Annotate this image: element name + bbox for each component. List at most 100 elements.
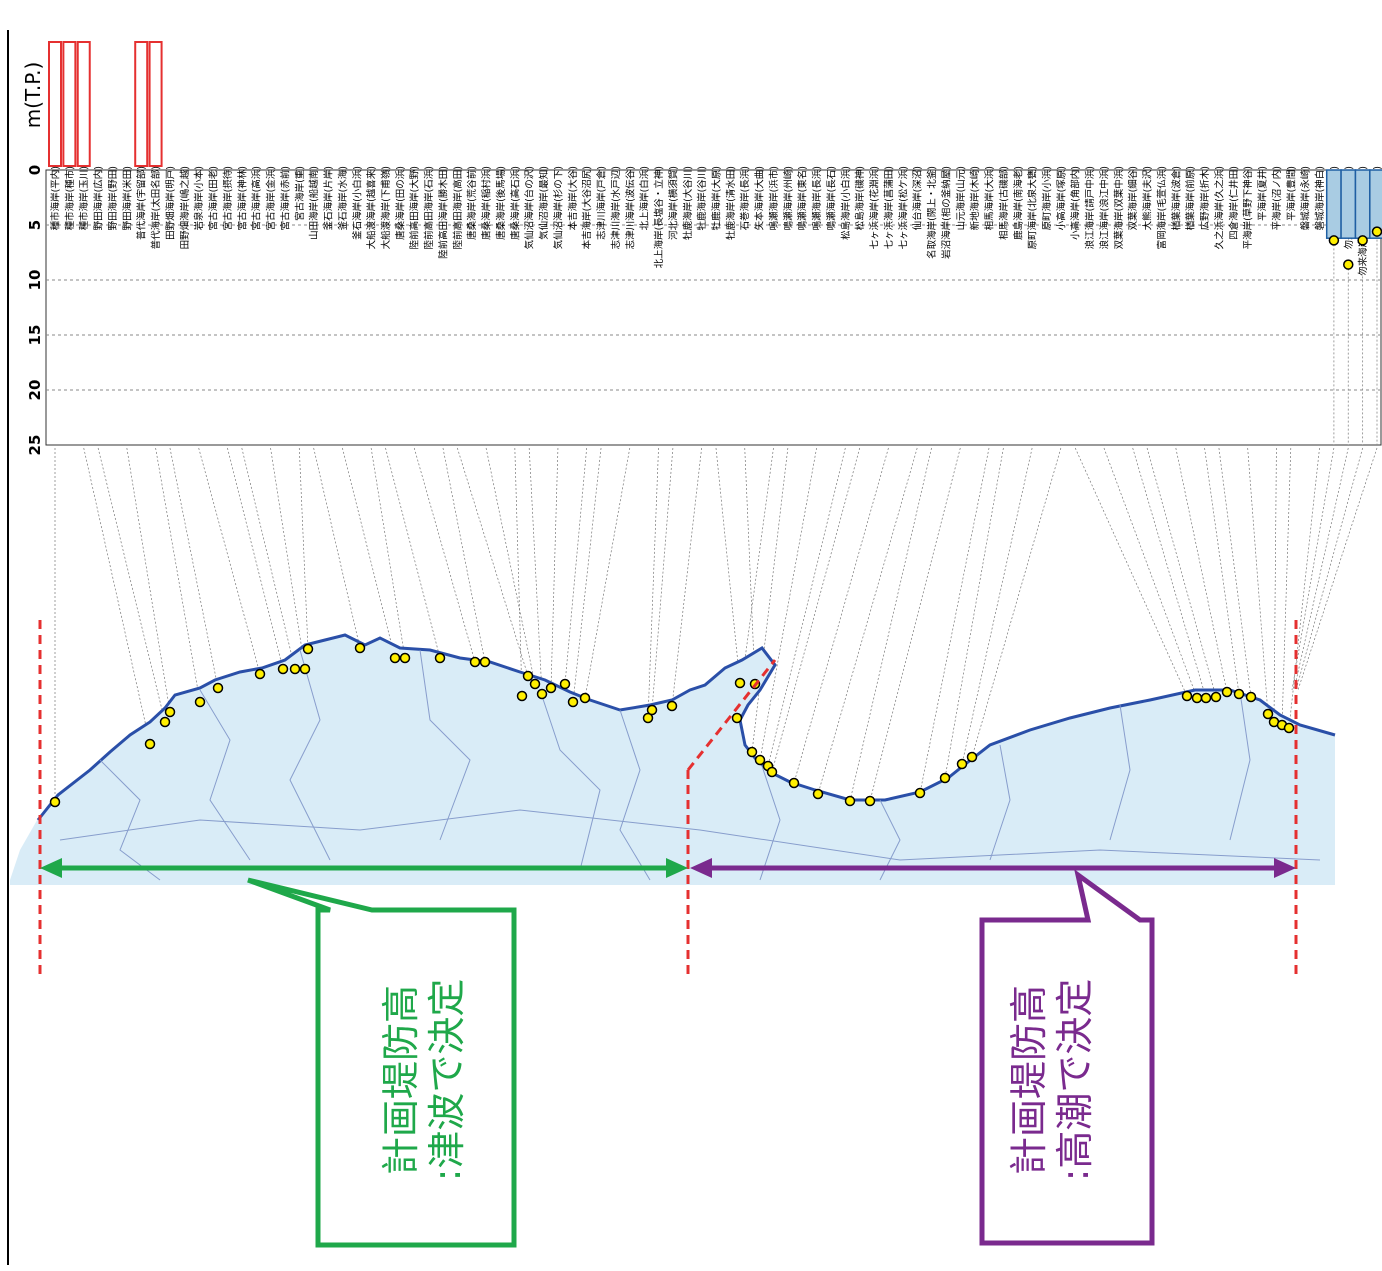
division-lines <box>38 620 1298 980</box>
station-marker <box>1283 722 1295 734</box>
category-label: 七ヶ浜海岸(花淵浜) <box>869 166 881 249</box>
y-tick-label: 10 <box>26 270 44 291</box>
category-label: 北上海岸(白浜) <box>639 166 651 230</box>
arrowhead <box>690 858 712 878</box>
plot-frame <box>45 169 1382 446</box>
category-label: 宮古海岸(赤前) <box>279 166 291 230</box>
highlight-box <box>48 41 62 167</box>
station-marker <box>788 777 800 789</box>
leader-line <box>1103 447 1198 699</box>
station-marker <box>159 716 171 728</box>
station-marker <box>277 663 289 675</box>
category-label: 宮古海岸(金浜) <box>265 166 277 230</box>
station-marker <box>479 656 491 668</box>
category-label: 新地海岸(木崎) <box>969 166 981 230</box>
station-marker <box>864 795 876 807</box>
leader-line <box>751 447 789 753</box>
leader-line <box>1288 447 1320 729</box>
y-tick-label: 15 <box>26 325 44 346</box>
category-label: 相馬海岸(大浜) <box>984 166 996 230</box>
station-marker <box>354 642 366 654</box>
leader-line <box>155 447 201 703</box>
bar <box>1354 169 1371 239</box>
station-marker <box>1210 691 1222 703</box>
category-label: 唐桑海岸(荒谷前) <box>466 166 478 240</box>
station-marker <box>734 677 746 689</box>
category-label: 磐城海岸(永崎) <box>1300 166 1312 230</box>
data-point <box>1357 235 1368 246</box>
leader-line <box>767 447 846 767</box>
leader-line <box>647 447 659 719</box>
category-label: 矢本海岸(大曲) <box>754 166 766 230</box>
station-marker <box>399 652 411 664</box>
highlight-box <box>76 41 91 167</box>
station-marker <box>469 656 481 668</box>
category-label: 四倉海岸(仁井田) <box>1228 166 1240 240</box>
category-label: 富岡海岸(毛萱仏浜) <box>1156 166 1168 249</box>
station-marker <box>434 652 446 664</box>
leader-line <box>1074 447 1188 697</box>
leader-line <box>1295 447 1363 691</box>
station-marker <box>1221 686 1233 698</box>
leader-line <box>385 447 441 659</box>
station-marker <box>302 643 314 655</box>
leader-line <box>550 447 559 689</box>
category-label: 浪江海岸(浪江中浜) <box>1098 166 1110 249</box>
tsunami-callout-text: 計画堤防高:津波で決定 <box>379 979 469 1182</box>
storm-surge-callout-box <box>979 869 1155 1246</box>
bar <box>1325 169 1342 239</box>
leader-line <box>1218 447 1252 698</box>
leader-line <box>736 447 774 719</box>
category-label: 鳴瀬海岸(長石) <box>825 166 837 230</box>
storm-surge-callout-text: 計画堤防高:高潮で決定 <box>1007 979 1097 1182</box>
category-label: 鳴瀬海岸(長浜) <box>811 166 823 230</box>
leader-line <box>241 447 296 670</box>
category-label: 双葉海岸(双葉中浜) <box>1113 166 1125 249</box>
category-label: 気仙沼海岸(杉の下) <box>552 166 564 249</box>
category-label: 楢葉海岸(波倉) <box>1170 166 1182 230</box>
leader-line <box>413 447 476 663</box>
leader-line <box>849 447 932 802</box>
station-marker <box>164 706 176 718</box>
leader-line <box>919 447 990 794</box>
category-label: 原町海岸(小浜) <box>1041 166 1053 230</box>
leader-line <box>1132 447 1207 699</box>
highlight-box <box>148 41 163 167</box>
category-label: 本吉海岸(大谷沼尻) <box>581 166 593 249</box>
category-label: 野田海岸(広内) <box>93 166 105 230</box>
category-label: 田野畑海岸(明戸) <box>164 166 176 240</box>
y-axis-label: m(T.P.) <box>21 62 45 129</box>
station-marker <box>1233 688 1245 700</box>
category-label: 七ヶ浜海岸(松ケ浜) <box>897 166 909 249</box>
category-label: 楢葉海岸(前原) <box>1185 166 1197 230</box>
leader-line <box>97 447 166 723</box>
leader-line <box>313 447 361 649</box>
highlight-box <box>134 41 149 167</box>
leader-line <box>1204 447 1240 695</box>
category-label: 気仙沼海岸(台の沢) <box>524 166 536 249</box>
station-marker <box>1191 692 1203 704</box>
station-marker <box>289 663 301 675</box>
station-marker <box>536 688 548 700</box>
category-label: 双葉海岸(細谷) <box>1127 166 1139 230</box>
leader-line <box>961 447 1033 765</box>
category-label: 平海岸(沼ノ内) <box>1271 166 1283 230</box>
category-label: 平海岸(夏井) <box>1257 166 1269 221</box>
leader-line <box>1293 447 1349 691</box>
coast-map <box>10 633 1336 885</box>
station-marker <box>1245 691 1257 703</box>
leader-line <box>1273 447 1277 723</box>
leader-line <box>457 447 529 677</box>
station-marker <box>642 712 654 724</box>
category-label: 種市海岸(平内) <box>50 166 62 230</box>
station-marker <box>914 787 926 799</box>
category-label: 大船渡海岸(越喜来) <box>366 166 378 249</box>
leader-line <box>83 447 151 745</box>
station-marker <box>579 692 591 704</box>
arrowhead <box>666 858 688 878</box>
category-label: 鳴瀬海岸(浜市) <box>768 166 780 230</box>
leader-line <box>1297 447 1378 691</box>
category-label: 小高海岸(角部内) <box>1070 166 1082 240</box>
category-label: 広野海岸(折木) <box>1199 166 1211 230</box>
